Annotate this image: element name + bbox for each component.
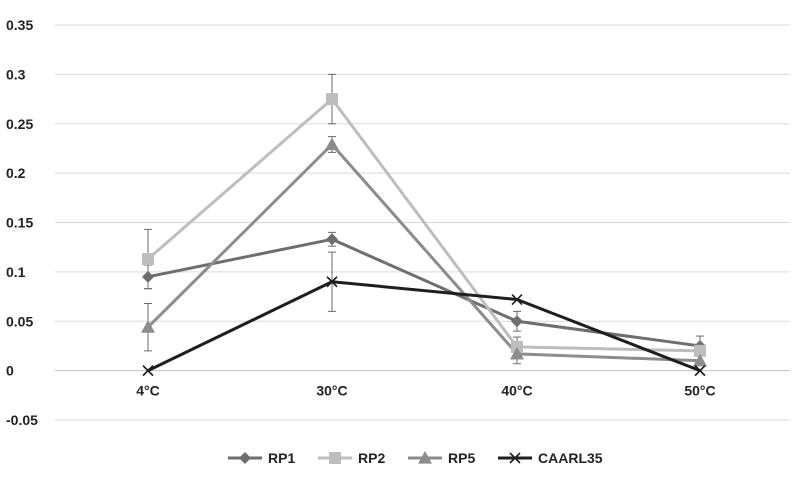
data-point-rp1 <box>326 233 338 246</box>
data-point-rp5 <box>510 346 524 360</box>
legend-item-rp5: RP5 <box>408 450 475 466</box>
data-point-rp2 <box>142 253 154 266</box>
x-tick-label: 4°C <box>136 383 160 399</box>
legend-swatch-marker <box>509 452 521 464</box>
y-tick-label: 0.2 <box>6 165 26 181</box>
data-point-rp2 <box>694 344 706 357</box>
legend-item-rp2: RP2 <box>318 450 385 466</box>
y-tick-label: 0.1 <box>6 264 26 280</box>
y-tick-label: 0.3 <box>6 66 26 82</box>
x-marker-stroke <box>511 293 523 306</box>
x-tick-label: 30°C <box>316 383 347 399</box>
legend-label: RP5 <box>448 450 475 466</box>
y-tick-label: 0.25 <box>6 116 33 132</box>
error-bars <box>144 73 704 365</box>
x-tick-label: 40°C <box>501 383 532 399</box>
x-marker-stroke <box>694 365 706 377</box>
x-marker-stroke <box>142 365 154 377</box>
x-tick-label: 50°C <box>684 383 715 399</box>
y-tick-label: 0 <box>6 363 14 379</box>
y-tick-label: -0.05 <box>6 412 38 428</box>
series-line-caarl35 <box>147 280 701 373</box>
data-point-rp2 <box>326 93 338 106</box>
data-point-rp5 <box>693 353 707 367</box>
data-point-caarl35 <box>142 365 154 377</box>
legend-swatch-marker <box>418 451 432 464</box>
data-point-rp1 <box>511 315 523 328</box>
data-point-caarl35 <box>511 293 523 306</box>
legend-label: RP1 <box>268 450 295 466</box>
y-tick-label: 0.05 <box>6 313 33 329</box>
x-marker-stroke <box>509 452 521 464</box>
y-tick-label: 0.15 <box>6 215 33 231</box>
series-markers <box>141 93 707 377</box>
legend-item-rp1: RP1 <box>228 450 295 466</box>
data-point-rp1 <box>142 270 154 283</box>
data-point-caarl35 <box>694 365 706 377</box>
data-point-rp5 <box>141 320 155 333</box>
legend-label: CAARL35 <box>538 450 603 466</box>
legend-label: RP2 <box>358 450 385 466</box>
series-line-rp5 <box>146 142 701 363</box>
legend: RP1 RP2 RP5 CAARL35 <box>228 450 603 466</box>
y-tick-label: 0.35 <box>6 17 33 33</box>
legend-swatch-marker <box>329 452 341 464</box>
legend-swatch-marker <box>239 452 251 464</box>
legend-item-caarl35: CAARL35 <box>498 450 603 466</box>
series-line-rp2 <box>147 97 701 353</box>
data-point-caarl35 <box>326 276 338 288</box>
x-marker-stroke <box>326 276 338 288</box>
data-point-rp5 <box>325 137 339 151</box>
series-lines <box>146 97 701 373</box>
y-axis-ticks: -0.05 0 0.05 0.1 0.15 0.2 0.25 0.3 0.35 <box>6 17 38 428</box>
x-axis-ticks: 4°C 30°C 40°C 50°C <box>136 383 715 399</box>
